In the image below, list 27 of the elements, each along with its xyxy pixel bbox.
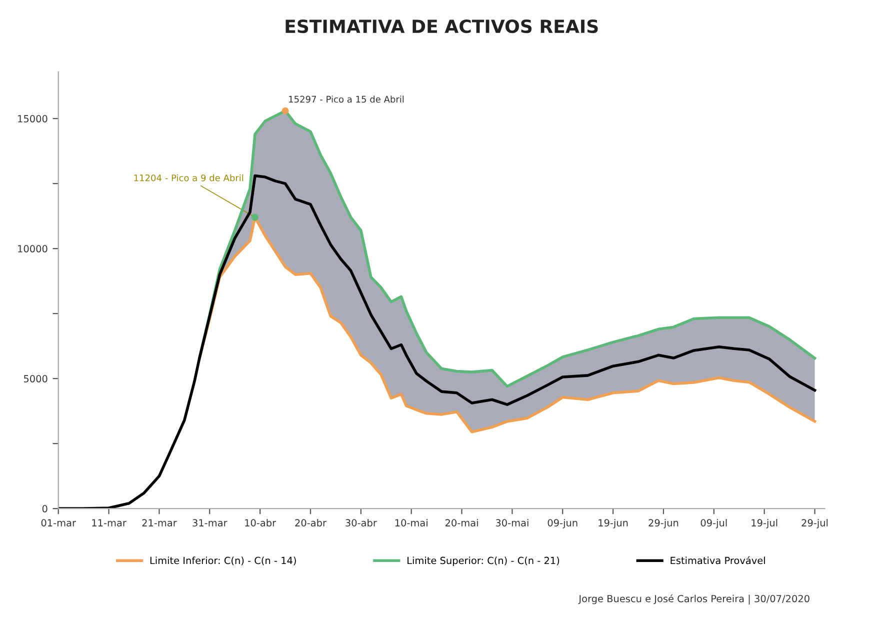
y-tick-label: 5000 [24,375,48,382]
y-tick-label: 15000 [18,115,48,122]
x-tick-label: 21-mar [142,519,177,526]
x-tick-label: 19-jun [598,518,628,528]
x-tick-label: 10-mai [395,518,428,526]
y-tick-label: 10000 [18,245,48,252]
text: Jorge Buescu e José Carlos Pereira | 30/07/2020 [578,594,810,604]
x-tick-label: 30-abr [346,518,377,526]
x-tick-label: 20-mai [445,518,478,526]
annotation: 15297 - Pico a 15 de Abril [289,96,404,103]
x-tick-label: 29-jun [648,518,678,528]
x-tick-label: 01-mar [41,519,76,526]
x-tick-label: 30-mai [496,518,528,526]
x-tick-label: 20-abr [295,518,326,526]
legend-label: Estimativa Provável [670,556,765,564]
chart-title: ESTIMATIVA DE ACTIVOS REAIS [286,19,598,34]
x-tick-label: 10-abr [245,518,276,526]
x-tick-label: 31-mar [192,519,228,526]
x-tick-label: 09-jun [548,518,578,528]
y-tick-label: 0 [42,505,48,512]
legend-label: Limite Superior: C(n) - C(n - 21) [408,556,560,566]
x-tick-label: 19-jul [752,518,778,528]
x-tick-label: 29-jul [802,518,828,528]
x-tick-label: 11-mar [92,519,126,526]
annotation: 11204 - Pico a 9 de Abril [134,174,244,182]
x-tick-label: 09-jul [700,518,727,528]
legend-label: Limite Inferior: C(n) - C(n - 14) [150,556,296,566]
